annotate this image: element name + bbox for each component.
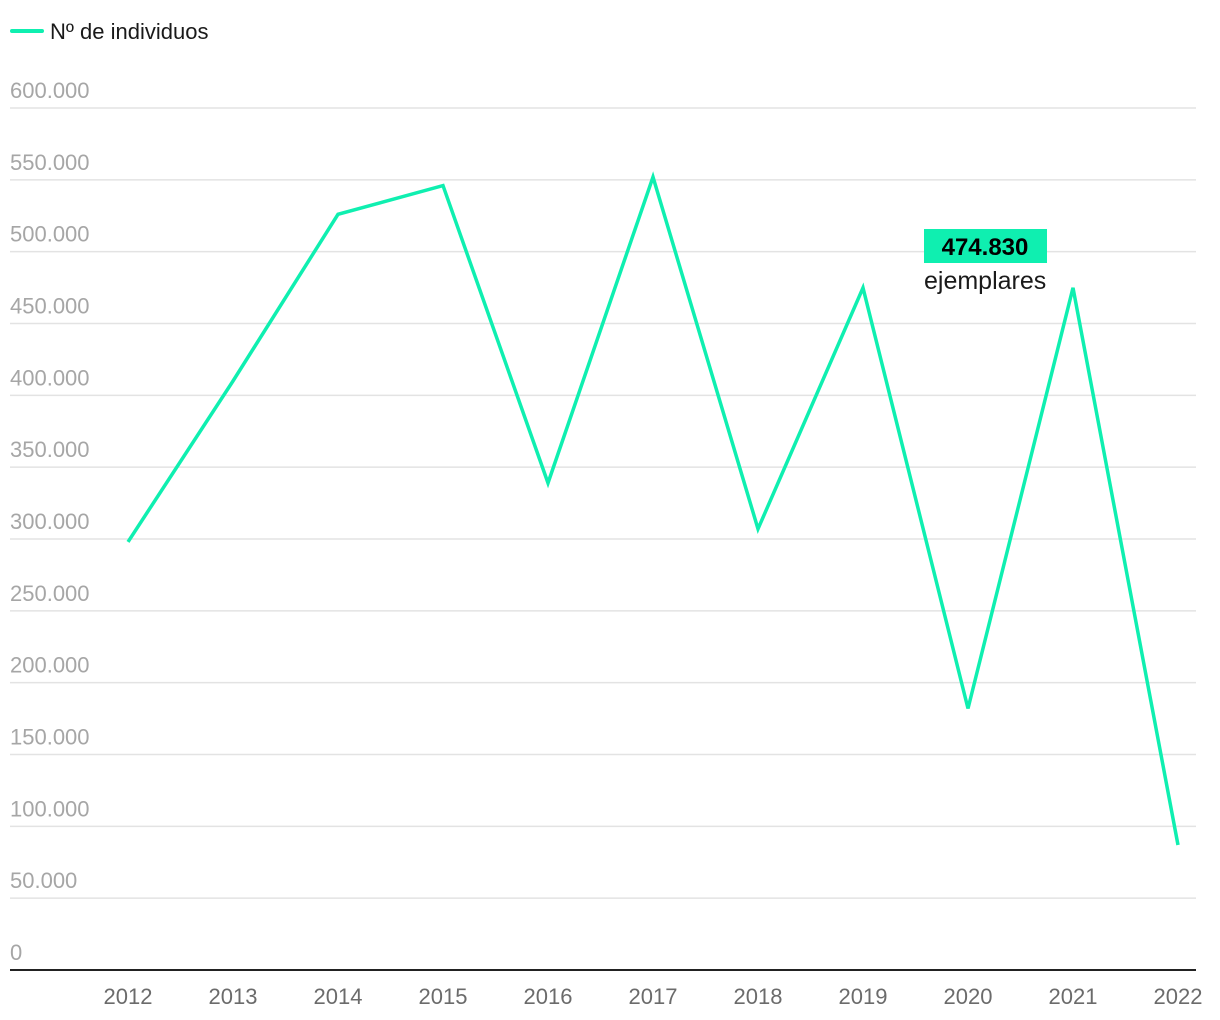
legend: Nº de individuos (10, 19, 208, 44)
x-tick-label: 2022 (1154, 984, 1203, 1009)
x-tick-label: 2012 (104, 984, 153, 1009)
y-tick-label: 100.000 (10, 796, 90, 821)
annotation: 474.830 ejemplares (924, 229, 1047, 295)
y-tick-label: 400.000 (10, 365, 90, 390)
grid-layer (10, 107, 1196, 899)
series-layer (126, 171, 1180, 846)
x-tick-label: 2014 (314, 984, 363, 1009)
x-tick-label: 2015 (419, 984, 468, 1009)
annotation-highlight (924, 229, 1047, 263)
legend-label: Nº de individuos (50, 19, 208, 44)
series-line (126, 171, 1180, 846)
y-tick-label: 450.000 (10, 294, 90, 319)
y-tick-label: 0 (10, 940, 22, 965)
y-tick-label: 300.000 (10, 509, 90, 534)
annotation-unit: ejemplares (924, 267, 1046, 295)
y-tick-label: 500.000 (10, 222, 90, 247)
y-tick-label: 150.000 (10, 725, 90, 750)
x-tick-label: 2019 (839, 984, 888, 1009)
y-tick-label: 50.000 (10, 868, 77, 893)
x-tick-label: 2013 (209, 984, 258, 1009)
x-tick-label: 2018 (734, 984, 783, 1009)
x-tick-label: 2020 (944, 984, 993, 1009)
annotation-value: 474.830 (942, 234, 1029, 261)
y-axis-ticks: 0 50.000 100.000 150.000 200.000 250.000 300.0… (10, 78, 90, 965)
y-tick-label: 600.000 (10, 78, 90, 103)
x-tick-label: 2016 (524, 984, 573, 1009)
x-tick-label: 2021 (1049, 984, 1098, 1009)
y-tick-label: 350.000 (10, 437, 90, 462)
y-tick-label: 550.000 (10, 150, 90, 175)
y-tick-label: 200.000 (10, 653, 90, 678)
y-tick-label: 250.000 (10, 581, 90, 606)
x-tick-label: 2017 (629, 984, 678, 1009)
x-axis-ticks: 2012 2013 2014 2015 2016 2017 2018 2019 2020 2021… (104, 984, 1203, 1009)
